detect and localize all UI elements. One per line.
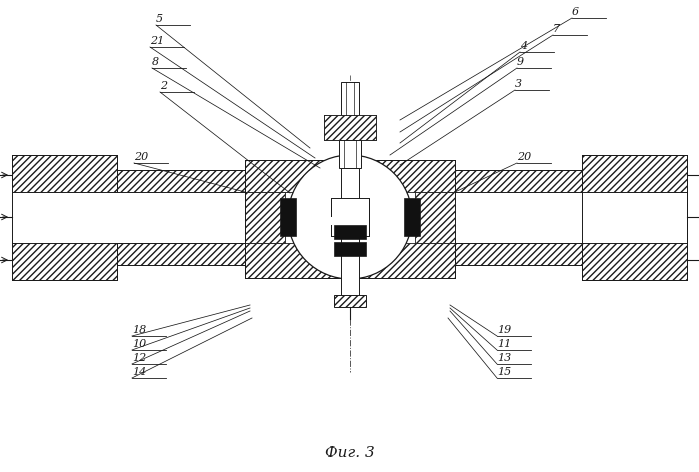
Bar xyxy=(341,217,359,295)
Bar xyxy=(280,198,296,236)
Bar xyxy=(455,192,582,243)
Circle shape xyxy=(288,155,412,279)
Bar xyxy=(12,155,117,280)
Text: 6: 6 xyxy=(572,7,579,17)
Text: 4: 4 xyxy=(520,41,527,51)
Bar xyxy=(117,170,245,192)
Text: 11: 11 xyxy=(497,339,511,349)
Bar xyxy=(245,243,455,278)
Text: 13: 13 xyxy=(497,353,511,363)
Bar xyxy=(331,198,369,236)
Text: Фиг. 3: Фиг. 3 xyxy=(325,446,375,460)
Bar xyxy=(339,140,361,168)
Text: 12: 12 xyxy=(132,353,146,363)
Text: 5: 5 xyxy=(156,14,163,24)
Text: 19: 19 xyxy=(497,325,511,335)
Bar xyxy=(341,168,359,217)
Bar xyxy=(582,155,687,280)
Bar xyxy=(334,225,366,239)
Bar xyxy=(334,295,366,307)
Bar xyxy=(117,243,245,265)
Bar xyxy=(245,192,285,243)
Bar xyxy=(117,192,245,243)
Bar xyxy=(12,192,117,243)
Text: 20: 20 xyxy=(517,152,531,162)
Bar xyxy=(455,243,582,265)
Text: 8: 8 xyxy=(152,57,159,67)
Bar xyxy=(582,192,687,243)
Bar xyxy=(455,170,582,192)
Text: 2: 2 xyxy=(160,81,167,91)
Text: 9: 9 xyxy=(517,57,524,67)
Bar xyxy=(415,192,455,243)
Bar xyxy=(404,198,420,236)
Text: 15: 15 xyxy=(497,367,511,377)
Text: 18: 18 xyxy=(132,325,146,335)
Text: 3: 3 xyxy=(515,79,522,89)
Text: 21: 21 xyxy=(150,36,164,46)
Bar xyxy=(341,82,359,115)
Bar xyxy=(245,160,455,192)
Text: 20: 20 xyxy=(134,152,148,162)
Bar xyxy=(324,115,376,140)
Text: 14: 14 xyxy=(132,367,146,377)
Text: 7: 7 xyxy=(553,24,560,34)
Bar xyxy=(334,242,366,256)
Bar xyxy=(331,217,369,225)
Text: 10: 10 xyxy=(132,339,146,349)
